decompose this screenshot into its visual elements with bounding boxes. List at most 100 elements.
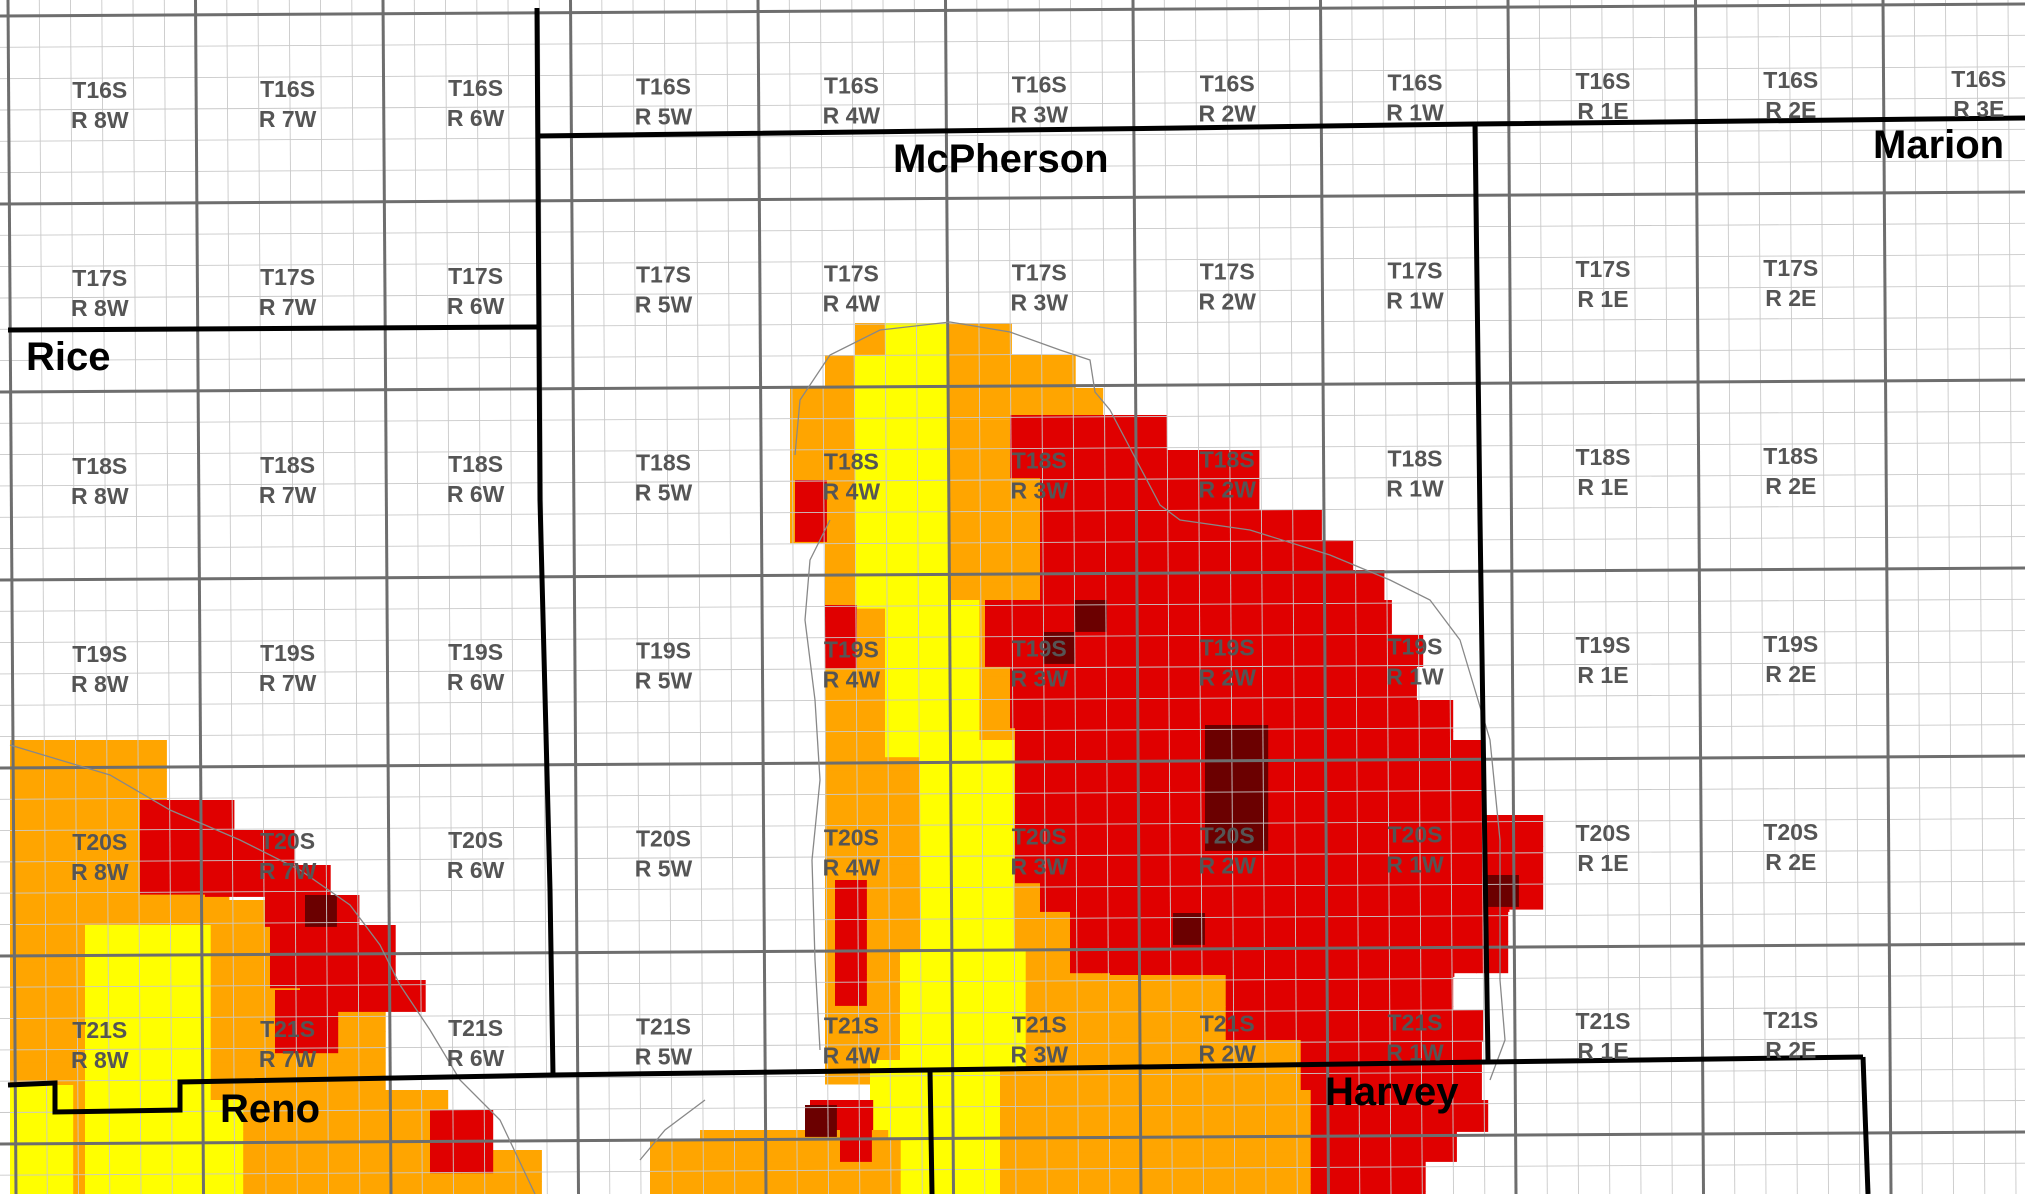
heat-cell-yellow <box>85 1019 117 1051</box>
heat-cell-red <box>1351 910 1384 942</box>
township-label: T18S <box>636 450 691 476</box>
section-line <box>1538 0 1548 1194</box>
range-label: R 2W <box>1198 288 1256 314</box>
heat-cell-red <box>1327 975 1360 1007</box>
heat-cell-red <box>1227 540 1260 572</box>
township-label: T17S <box>1012 260 1067 286</box>
heat-cell-red <box>301 925 334 957</box>
heat-cell-red <box>1296 740 1329 772</box>
heat-cell-yellow <box>147 1113 180 1145</box>
range-label: R 1E <box>1577 662 1628 688</box>
heat-cell-red <box>1227 570 1260 602</box>
heat-cell-red <box>1325 1071 1357 1104</box>
heat-cell-orange <box>981 676 1014 709</box>
range-label: R 7W <box>259 294 317 320</box>
township-line <box>0 2 2025 18</box>
heat-cell-red <box>1265 700 1297 732</box>
heat-cell-orange <box>291 1181 324 1194</box>
section-line <box>1226 0 1236 1194</box>
heat-cell-red <box>1040 481 1072 514</box>
heat-cell-yellow <box>855 545 887 578</box>
heat-cell-yellow <box>982 865 1015 898</box>
heat-cell-red <box>1010 446 1042 479</box>
township-label: T16S <box>1951 66 2006 92</box>
heat-cell-orange <box>1216 1090 1249 1122</box>
range-label: R 8W <box>71 483 129 509</box>
heat-cell-red <box>1450 1071 1482 1104</box>
section-line <box>1257 0 1267 1194</box>
heat-cell-yellow <box>180 1100 212 1132</box>
heat-cell-yellow <box>916 662 949 695</box>
heat-cell-red <box>1257 910 1290 942</box>
heat-cell-orange <box>700 1130 732 1162</box>
heat-cell-red <box>1353 665 1386 697</box>
heat-cell-red <box>1203 600 1236 632</box>
heat-cell-yellow <box>900 950 932 982</box>
heat-cell-orange <box>260 1150 292 1182</box>
section-line <box>0 598 2025 612</box>
heat-cell-yellow <box>920 740 952 772</box>
heat-cell-red <box>1452 740 1485 772</box>
heat-cell-orange <box>1278 1152 1311 1185</box>
heat-cell-yellow <box>982 740 1015 772</box>
heat-cell-orange <box>825 802 857 834</box>
section-line <box>1413 0 1423 1194</box>
heat-cell-orange <box>1060 1184 1092 1194</box>
range-label: R 5W <box>635 480 693 506</box>
heat-cell-orange <box>712 1171 745 1194</box>
heat-cell-yellow <box>917 420 950 452</box>
heat-cell-orange <box>72 831 105 864</box>
heat-cell-red <box>1266 635 1299 667</box>
heat-cell-orange <box>825 520 857 552</box>
heat-cell-red <box>1296 820 1329 852</box>
heat-cell-red <box>1165 570 1197 602</box>
heat-cell-red <box>270 925 302 957</box>
heat-cell-red <box>1041 665 1074 697</box>
heat-cell-red <box>1140 790 1172 822</box>
heat-cell-yellow <box>886 420 919 452</box>
heat-cell-red <box>140 800 172 832</box>
township-label: T18S <box>1388 445 1443 471</box>
heat-cell-red <box>1358 700 1391 732</box>
range-label: R 5W <box>635 668 693 694</box>
heat-cell-red <box>1327 740 1360 772</box>
heat-cell-yellow <box>886 482 919 515</box>
heat-cell-orange <box>743 1171 776 1194</box>
heat-cell-yellow <box>961 1164 994 1194</box>
heat-cell-yellow <box>982 896 1015 929</box>
heat-cell-orange <box>856 708 889 740</box>
heat-cell-red <box>1358 851 1391 884</box>
heat-cell-red <box>231 830 264 862</box>
heat-cell-red <box>1172 600 1205 632</box>
heat-cell-orange <box>41 931 74 964</box>
heat-cell-red <box>1390 790 1422 822</box>
township-label: T21S <box>1012 1012 1067 1038</box>
heat-cell-red <box>1387 1071 1420 1104</box>
heat-cell-red <box>1202 851 1235 884</box>
heat-cell-orange <box>821 420 854 452</box>
range-label: R 2E <box>1765 1037 1816 1063</box>
heat-cell-red <box>1046 700 1079 732</box>
heat-cell-yellow <box>961 1070 994 1102</box>
heat-cell-orange <box>10 831 42 864</box>
range-label: R 1E <box>1577 98 1628 124</box>
section-line <box>1195 0 1204 1194</box>
heat-cell-yellow <box>930 1101 962 1134</box>
heat-cell-orange <box>825 833 857 866</box>
heat-cell-red <box>1233 975 1266 1007</box>
township-label: T20S <box>1388 821 1443 847</box>
range-label: R 2W <box>1198 476 1256 502</box>
heat-cell-orange <box>948 323 981 355</box>
heat-cell-yellow <box>993 981 1026 1014</box>
township-label: T18S <box>1763 443 1818 469</box>
heat-cell-yellow <box>180 1131 212 1164</box>
heat-cell-orange <box>510 1181 542 1194</box>
heat-cell-red <box>1070 941 1102 974</box>
township-label: T18S <box>72 453 127 479</box>
range-label: R 3W <box>1011 102 1069 128</box>
heat-cell-red <box>1476 910 1509 942</box>
township-label: T19S <box>1763 631 1818 657</box>
heat-cell-red <box>1331 1160 1364 1192</box>
heat-cell-orange <box>790 388 822 420</box>
heat-cell-yellow <box>951 834 984 866</box>
